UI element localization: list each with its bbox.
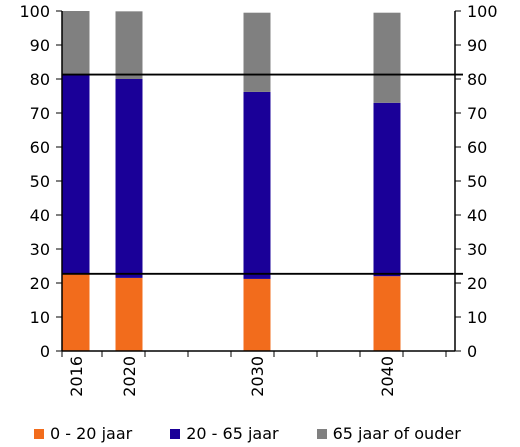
bar-20-65jaar-2020 [115,79,143,278]
bar-0-20jaar-2020 [115,277,143,351]
y-tick-label-right-0: 0 [467,342,477,361]
y-tick-label-right-40: 40 [467,206,487,225]
legend-label: 20 - 65 jaar [186,424,279,443]
x-category-label-2030: 2030 [248,356,267,397]
y-tick-label-left-40: 40 [30,206,50,225]
y-tick-label-left-30: 30 [30,240,50,259]
legend: 0 - 20 jaar 20 - 65 jaar 65 jaar of ouder [34,424,461,443]
bar-20-65jaar-2030 [243,91,271,279]
bar-0-20jaar-2016 [62,273,90,351]
bar-20-65jaar-2016 [62,74,90,274]
y-tick-label-left-20: 20 [30,274,50,293]
y-tick-label-right-50: 50 [467,172,487,191]
y-tick-label-right-100: 100 [467,2,498,21]
y-tick-label-left-60: 60 [30,138,50,157]
y-tick-label-right-20: 20 [467,274,487,293]
legend-item: 20 - 65 jaar [170,424,279,443]
bar-65jaarofouder-2030 [243,12,271,92]
y-tick-label-left-100: 100 [19,2,50,21]
legend-label: 65 jaar of ouder [332,424,461,443]
bar-20-65jaar-2040 [373,102,401,277]
y-tick-label-right-30: 30 [467,240,487,259]
y-tick-label-left-80: 80 [30,70,50,89]
y-tick-label-right-70: 70 [467,104,487,123]
y-tick-label-right-60: 60 [467,138,487,157]
bar-0-20jaar-2040 [373,276,401,351]
legend-item: 0 - 20 jaar [34,424,132,443]
legend-label: 0 - 20 jaar [50,424,133,443]
y-tick-label-left-90: 90 [30,36,50,55]
legend-swatch [316,428,327,439]
y-tick-label-right-80: 80 [467,70,487,89]
y-tick-label-left-50: 50 [30,172,50,191]
y-tick-label-left-70: 70 [30,104,50,123]
bar-0-20jaar-2030 [243,278,271,351]
x-category-label-2016: 2016 [67,356,86,397]
y-tick-label-left-0: 0 [40,342,50,361]
legend-swatch [170,428,181,439]
y-tick-label-right-90: 90 [467,36,487,55]
bar-65jaarofouder-2040 [373,12,401,103]
y-tick-label-left-10: 10 [30,308,50,327]
x-category-label-2020: 2020 [120,356,139,397]
y-tick-label-right-10: 10 [467,308,487,327]
bar-65jaarofouder-2020 [115,11,143,80]
x-category-label-2040: 2040 [378,356,397,397]
legend-item: 65 jaar of ouder [316,424,461,443]
legend-swatch [34,428,44,439]
bar-65jaarofouder-2016 [62,11,90,75]
